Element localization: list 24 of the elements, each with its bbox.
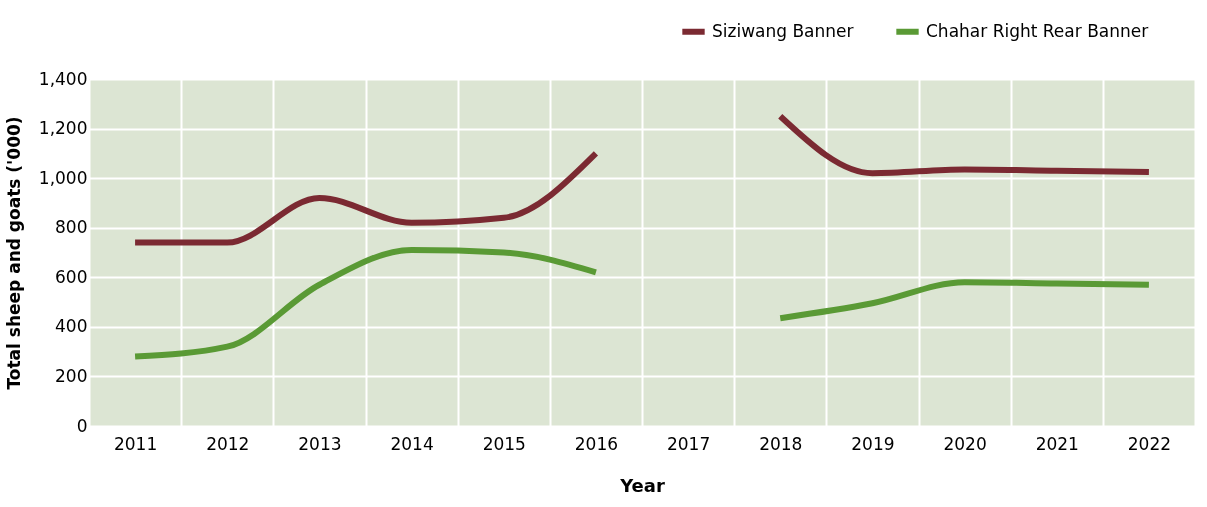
x-tick-label: 2018 xyxy=(759,433,803,454)
legend-label: Chahar Right Rear Banner xyxy=(926,20,1149,41)
x-tick-label: 2016 xyxy=(574,433,619,454)
y-tick-label: 1,000 xyxy=(38,167,88,188)
x-tick-label: 2017 xyxy=(666,433,711,454)
x-tick-label: 2021 xyxy=(1035,433,1079,454)
y-tick-label: 0 xyxy=(76,415,88,436)
y-tick-label: 1,400 xyxy=(38,68,88,89)
y-tick-label: 200 xyxy=(55,365,88,386)
legend-label: Siziwang Banner xyxy=(712,20,854,41)
x-tick-label: 2013 xyxy=(298,433,342,454)
y-axis-title: Total sheep and goats ('000) xyxy=(3,116,24,390)
y-tick-label: 800 xyxy=(55,217,88,238)
x-tick-label: 2014 xyxy=(390,433,434,454)
x-tick-label: 2020 xyxy=(943,433,987,454)
x-tick-label: 2012 xyxy=(206,433,250,454)
x-tick-label: 2015 xyxy=(482,433,526,454)
x-axis-title: Year xyxy=(619,474,665,496)
y-tick-label: 400 xyxy=(55,316,88,337)
x-tick-label: 2022 xyxy=(1127,433,1172,454)
x-tick-label: 2019 xyxy=(851,433,895,454)
y-tick-label: 1,200 xyxy=(38,118,88,139)
x-tick-label: 2011 xyxy=(113,433,158,454)
y-tick-label: 600 xyxy=(55,266,88,287)
